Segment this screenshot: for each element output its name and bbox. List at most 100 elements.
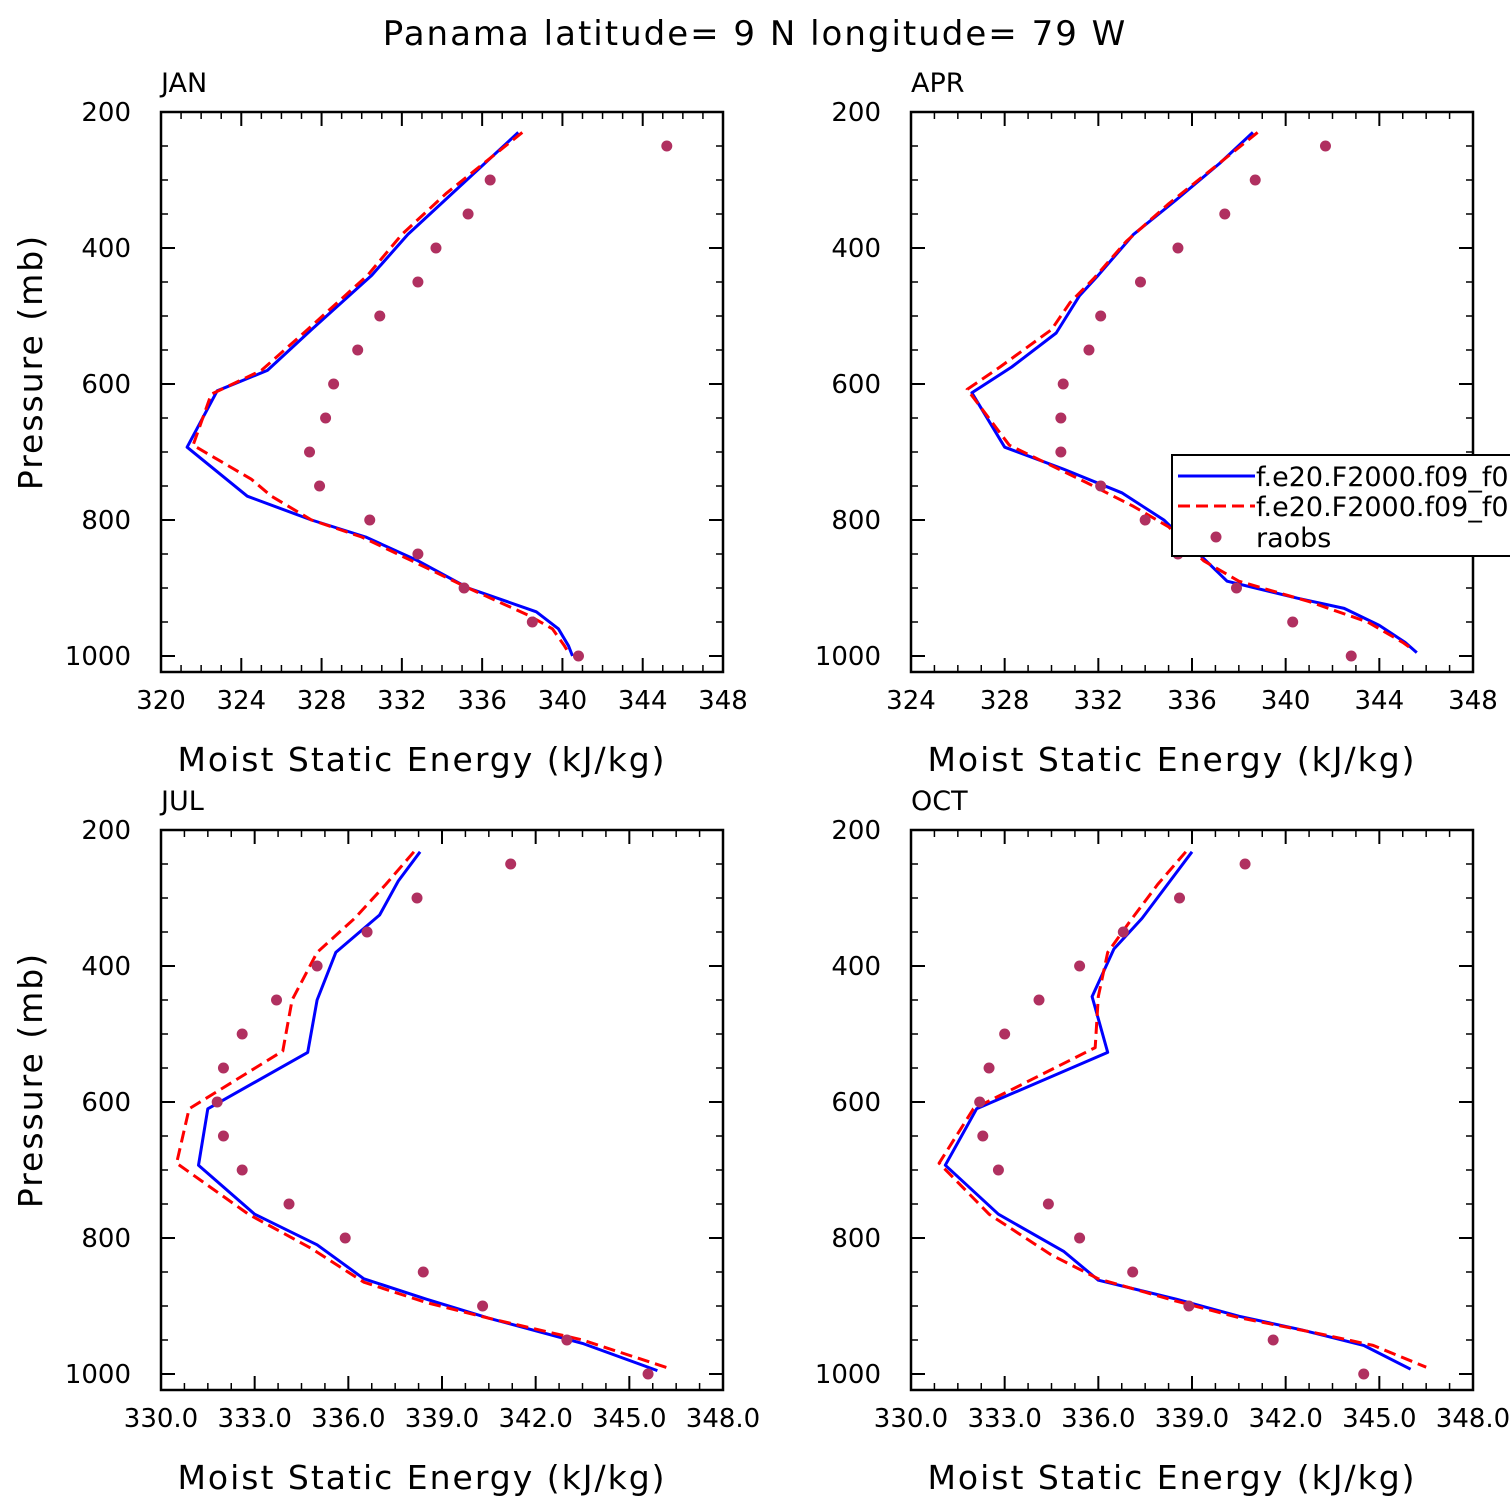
y-tick-label: 800 [81,1224,131,1254]
y-tick-label: 600 [81,370,131,400]
panel-apr: APR 324 328 332 336 340 344 348 200 400 600 800 1000… [815,68,1498,779]
y-tick-label: 1000 [65,642,131,672]
page-title: Panama latitude= 9 N longitude= 79 W [383,14,1128,54]
raobs-point [1358,1368,1370,1380]
x-tick-label: 336.0 [311,1404,385,1434]
x-tick-label: 348.0 [686,1404,760,1434]
raobs-point [352,344,364,356]
raobs-point [283,1198,295,1210]
x-tick-label: 339.0 [1155,1404,1229,1434]
y-tick-label: 1000 [815,642,881,672]
y-tick-label: 1000 [815,1360,881,1390]
x-tick-label: 345.0 [592,1404,666,1434]
x-tick-label: 332 [1074,686,1124,716]
y-tick-label: 400 [831,234,881,264]
raobs-point [1139,514,1151,526]
y-axis-label: Pressure (mb) [11,234,50,490]
panel-oct: OCT 330.0 333.0 336.0 339.0 342.0 345.0 348.0 20… [815,786,1510,1497]
raobs-point [364,514,376,526]
raobs-point [271,994,283,1006]
legend-label: f.e20.F2000.f09_f09.cam5 [1256,462,1510,493]
x-tick-label: 330.0 [124,1404,198,1434]
x-tick-label: 339.0 [405,1404,479,1434]
raobs-point [1074,1232,1086,1244]
x-axis-label: Moist Static Energy (kJ/kg) [177,740,666,779]
panel-label: JAN [159,68,207,99]
x-tick-label: 336 [1167,686,1217,716]
model-dashed-line [191,131,570,654]
x-tick-label: 330.0 [874,1404,948,1434]
raobs-point [458,582,470,594]
x-tick-label: 342.0 [498,1404,572,1434]
raobs-point [412,276,424,288]
legend: f.e20.F2000.f09_f09.cam5f.e20.F2000.f09_… [1171,454,1510,557]
x-tick-label: 328 [980,686,1030,716]
x-tick-label: 324 [216,686,266,716]
raobs-point [1239,858,1251,870]
raobs-point [1117,926,1129,938]
x-axis-label: Moist Static Energy (kJ/kg) [927,740,1416,779]
y-tick-label: 200 [831,98,881,128]
raobs-point [211,1096,223,1108]
x-tick-label: 333.0 [967,1404,1041,1434]
raobs-point [1055,412,1067,424]
plot-frame [159,828,725,1392]
x-axis-label: Moist Static Energy (kJ/kg) [177,1458,666,1497]
series-group [175,850,671,1380]
raobs-point [411,892,423,904]
raobs-point [361,926,373,938]
y-tick-label: 400 [81,952,131,982]
raobs-point [983,1062,995,1074]
raobs-point [314,480,326,492]
raobs-point [561,1334,573,1346]
x-tick-label: 324 [886,686,936,716]
model-dashed-line [175,850,671,1371]
series-group [937,850,1427,1380]
x-tick-label: 328 [297,686,347,716]
legend-label: f.e20.F2000.f09_f09.cam4 [1256,492,1510,523]
raobs-point [1095,480,1107,492]
raobs-point [477,1300,489,1312]
raobs-point [217,1130,229,1142]
series-group [185,131,673,662]
raobs-point [412,548,424,560]
raobs-point [977,1130,989,1142]
raobs-point [484,174,496,186]
raobs-point [1095,310,1107,322]
model-solid-line [185,131,574,657]
x-tick-label: 345.0 [1342,1404,1416,1434]
raobs-point [1249,174,1261,186]
model-dashed-line [937,850,1427,1369]
y-tick-label: 800 [81,506,131,536]
raobs-point [999,1028,1011,1040]
raobs-point [661,140,673,152]
y-tick-label: 600 [831,370,881,400]
raobs-point [217,1062,229,1074]
y-axis-label: Pressure (mb) [11,952,50,1208]
raobs-point [1319,140,1331,152]
y-tick-label: 600 [831,1088,881,1118]
raobs-point [1287,616,1299,628]
raobs-point [1219,208,1231,220]
x-axis-label: Moist Static Energy (kJ/kg) [927,1458,1416,1497]
y-tick-label: 200 [81,816,131,846]
raobs-point [1033,994,1045,1006]
y-tick-label: 800 [831,506,881,536]
model-solid-line [970,131,1418,654]
legend-marker [1210,531,1222,543]
x-tick-label: 348.0 [1436,1404,1510,1434]
legend-label: raobs [1256,523,1331,554]
raobs-point [505,858,517,870]
panels: JAN 320 324 328 332 336 340 344 348 200 400 600 800 1… [11,68,1510,1497]
raobs-point [992,1164,1004,1176]
raobs-point [1183,1300,1195,1312]
x-tick-label: 348 [1448,686,1498,716]
raobs-point [1345,650,1357,662]
raobs-point [1074,960,1086,972]
x-tick-label: 336.0 [1061,1404,1135,1434]
raobs-point [236,1028,248,1040]
raobs-point [339,1232,351,1244]
x-tick-label: 344 [1355,686,1405,716]
x-tick-label: 340 [538,686,588,716]
